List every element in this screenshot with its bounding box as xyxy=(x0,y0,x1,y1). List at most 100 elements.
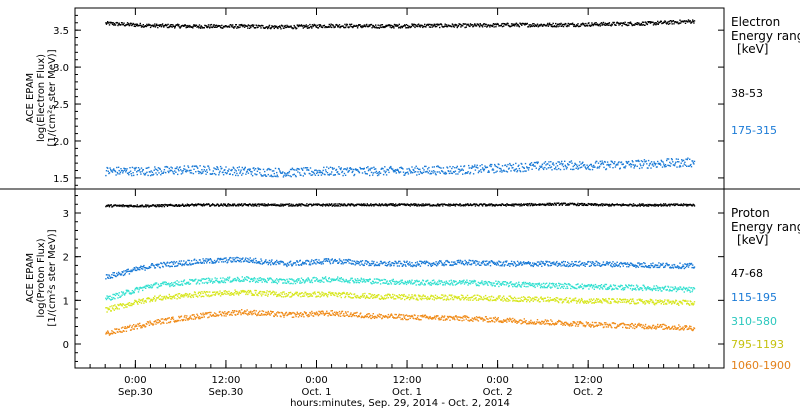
data-point xyxy=(421,24,423,27)
data-point xyxy=(111,305,113,307)
data-point xyxy=(248,277,250,279)
data-point xyxy=(402,263,405,266)
data-point xyxy=(198,171,201,173)
data-point xyxy=(404,172,406,175)
data-point xyxy=(113,274,115,276)
data-point xyxy=(629,284,631,287)
data-point xyxy=(448,261,451,264)
data-point xyxy=(228,26,231,28)
data-point xyxy=(479,23,481,25)
data-point xyxy=(210,260,213,262)
data-point xyxy=(389,166,391,169)
data-point xyxy=(537,282,539,285)
data-point xyxy=(474,169,477,171)
data-point xyxy=(481,24,483,27)
data-point xyxy=(436,283,438,286)
data-point xyxy=(419,284,421,286)
data-point xyxy=(232,205,234,207)
data-point xyxy=(441,264,443,266)
data-point xyxy=(333,203,335,205)
data-point xyxy=(349,24,352,26)
data-point xyxy=(614,161,616,163)
data-point xyxy=(134,167,137,170)
data-point xyxy=(364,25,367,28)
data-point xyxy=(311,170,313,173)
data-point xyxy=(195,171,197,173)
data-point xyxy=(184,263,186,265)
data-point xyxy=(323,166,325,169)
data-point xyxy=(132,206,134,208)
data-point xyxy=(666,22,668,24)
data-point xyxy=(419,283,422,285)
data-point xyxy=(583,262,586,264)
data-point xyxy=(469,263,471,266)
data-point xyxy=(657,160,659,163)
data-point xyxy=(497,23,499,25)
data-point xyxy=(247,172,250,174)
proton-ylabel-line-2: log(Proton Flux) xyxy=(36,238,47,317)
data-point xyxy=(229,256,231,259)
data-point xyxy=(127,204,129,207)
data-point xyxy=(441,203,443,205)
data-point xyxy=(180,173,183,175)
data-point xyxy=(495,26,497,28)
data-point xyxy=(109,167,111,169)
data-point xyxy=(426,170,428,173)
data-point xyxy=(192,25,195,27)
data-point xyxy=(439,280,441,283)
data-point xyxy=(551,286,553,288)
data-point xyxy=(594,203,597,205)
data-point xyxy=(239,172,241,174)
data-point xyxy=(155,23,158,25)
data-point xyxy=(451,25,453,28)
data-point xyxy=(201,205,204,207)
data-point xyxy=(643,266,646,268)
data-point xyxy=(393,204,396,206)
data-point xyxy=(451,23,454,25)
data-point xyxy=(373,260,375,263)
data-point xyxy=(579,286,581,288)
data-point xyxy=(414,264,416,267)
data-point xyxy=(469,23,472,25)
data-point xyxy=(541,165,543,167)
data-point xyxy=(356,25,358,27)
data-point xyxy=(131,270,134,272)
data-point xyxy=(620,288,623,291)
data-point xyxy=(183,168,185,170)
data-point xyxy=(419,170,422,173)
data-point xyxy=(380,168,382,170)
data-point xyxy=(392,262,394,265)
data-point xyxy=(418,263,420,265)
data-point xyxy=(407,27,410,29)
data-point xyxy=(325,258,327,260)
data-point xyxy=(383,278,385,281)
data-point xyxy=(184,168,186,171)
data-point xyxy=(321,280,323,283)
data-point xyxy=(528,283,530,286)
data-point xyxy=(288,203,291,205)
data-point xyxy=(166,283,168,286)
data-point xyxy=(496,170,498,172)
data-point xyxy=(647,203,649,206)
data-point xyxy=(217,24,219,27)
data-point xyxy=(253,169,256,171)
data-point xyxy=(158,172,160,174)
data-point xyxy=(128,23,130,25)
data-point xyxy=(662,287,664,289)
data-point xyxy=(532,265,534,268)
data-point xyxy=(647,167,649,169)
data-point xyxy=(374,171,376,174)
data-point xyxy=(423,25,425,28)
data-point xyxy=(319,170,321,172)
data-point xyxy=(227,203,230,205)
data-point xyxy=(181,283,183,285)
data-point xyxy=(345,261,347,264)
data-point xyxy=(513,261,516,264)
data-point xyxy=(579,284,582,287)
data-point xyxy=(424,284,426,286)
data-point xyxy=(108,295,110,298)
data-point xyxy=(265,204,267,206)
data-point xyxy=(111,171,114,173)
data-point xyxy=(457,261,459,264)
data-point xyxy=(607,263,609,266)
